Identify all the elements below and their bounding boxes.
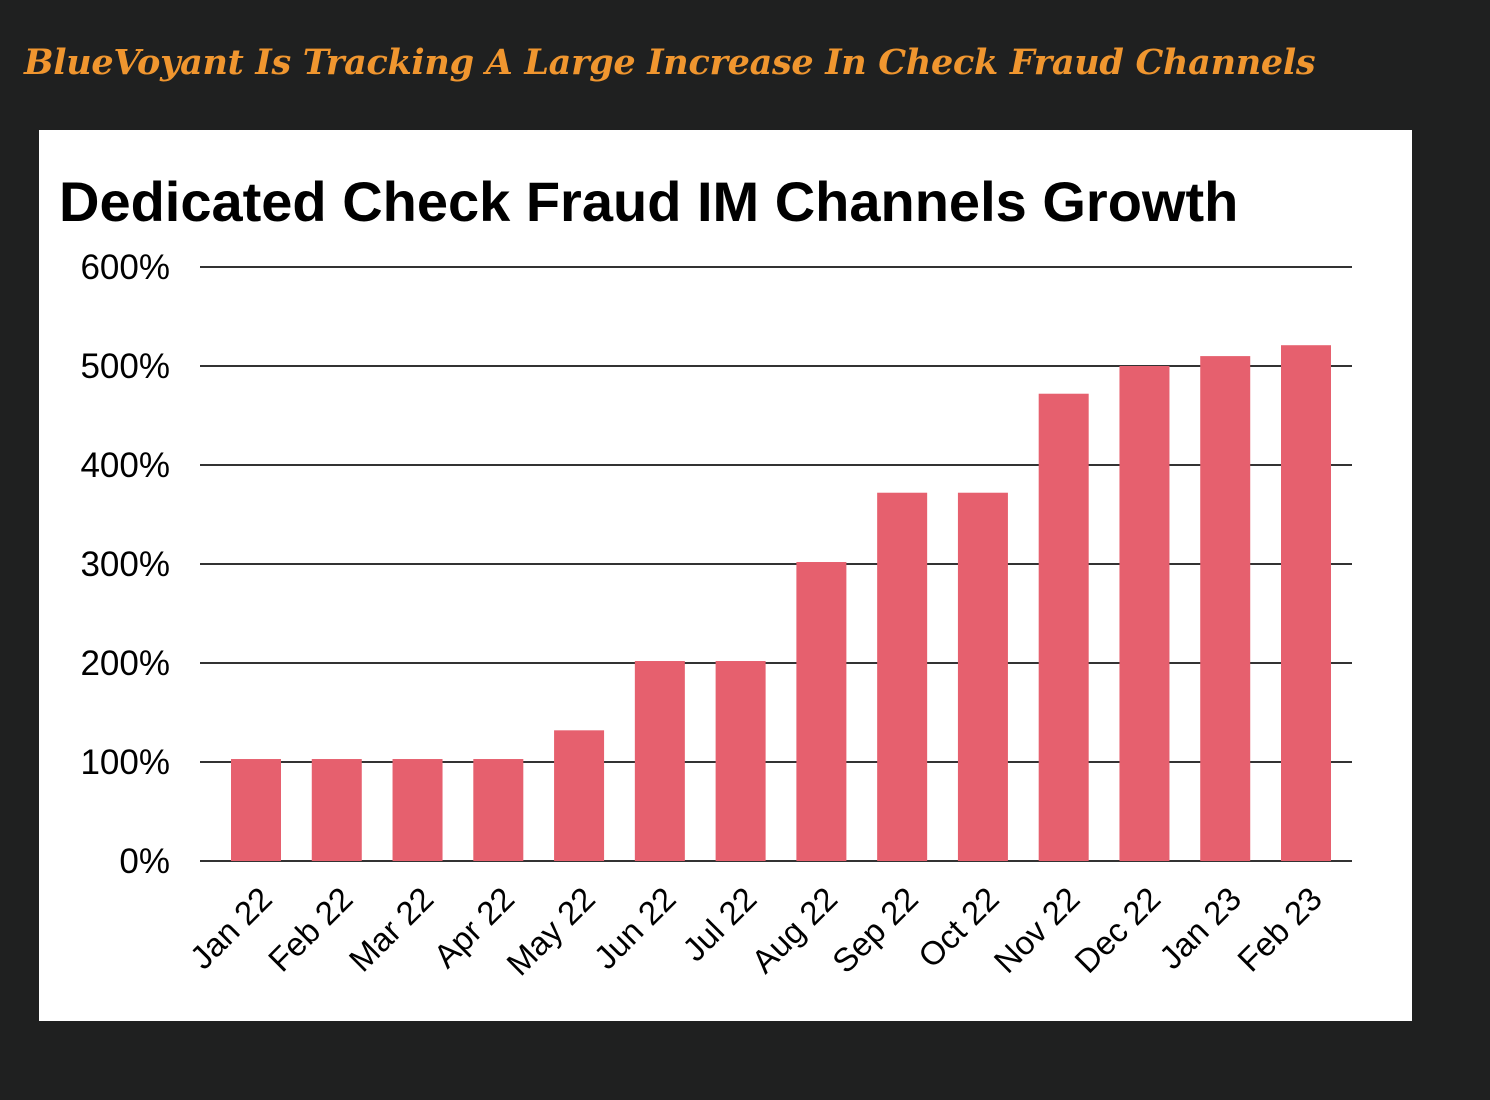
bar-mar-22	[392, 759, 443, 861]
bar-dec-22	[1119, 366, 1170, 861]
bar-jan-23	[1200, 356, 1251, 861]
y-tick-label: 100%	[80, 743, 170, 782]
x-tick-label: Oct 22	[911, 880, 1006, 975]
y-tick-label: 300%	[80, 545, 170, 584]
bar-jan-22	[231, 759, 281, 861]
y-tick-label: 500%	[80, 347, 170, 386]
y-tick-label: 0%	[119, 842, 170, 881]
x-tick-label: Jan 22	[183, 880, 279, 976]
chart-card	[39, 130, 1412, 1021]
bar-may-22	[554, 730, 605, 861]
bar-sep-22	[877, 492, 928, 861]
chart-title: Dedicated Check Fraud IM Channels Growth	[59, 170, 1238, 233]
bar-feb-22	[311, 759, 362, 861]
x-tick-label: Nov 22	[987, 880, 1087, 980]
y-tick-label: 600%	[80, 248, 170, 287]
bar-jun-22	[634, 661, 685, 861]
x-tick-label: Jun 22	[587, 880, 683, 976]
headline: BlueVoyant Is Tracking A Large Increase …	[24, 42, 1316, 83]
x-tick-label: Mar 22	[342, 880, 441, 979]
x-tick-label: Aug 22	[744, 880, 844, 980]
bar-oct-22	[957, 492, 1008, 861]
x-tick-label: May 22	[499, 880, 602, 983]
x-tick-label: Dec 22	[1067, 880, 1167, 980]
y-tick-label: 200%	[80, 644, 170, 683]
x-tick-label: Feb 22	[261, 880, 360, 979]
x-tick-label: Jan 23	[1152, 880, 1248, 976]
bar-feb-23	[1281, 345, 1331, 862]
y-tick-label: 400%	[80, 446, 170, 485]
bar-apr-22	[473, 759, 524, 861]
bar-jul-22	[715, 661, 766, 861]
bar-nov-22	[1038, 393, 1089, 861]
bar-aug-22	[796, 562, 847, 861]
x-tick-label: Sep 22	[825, 880, 925, 980]
x-tick-label: Feb 23	[1230, 880, 1329, 979]
